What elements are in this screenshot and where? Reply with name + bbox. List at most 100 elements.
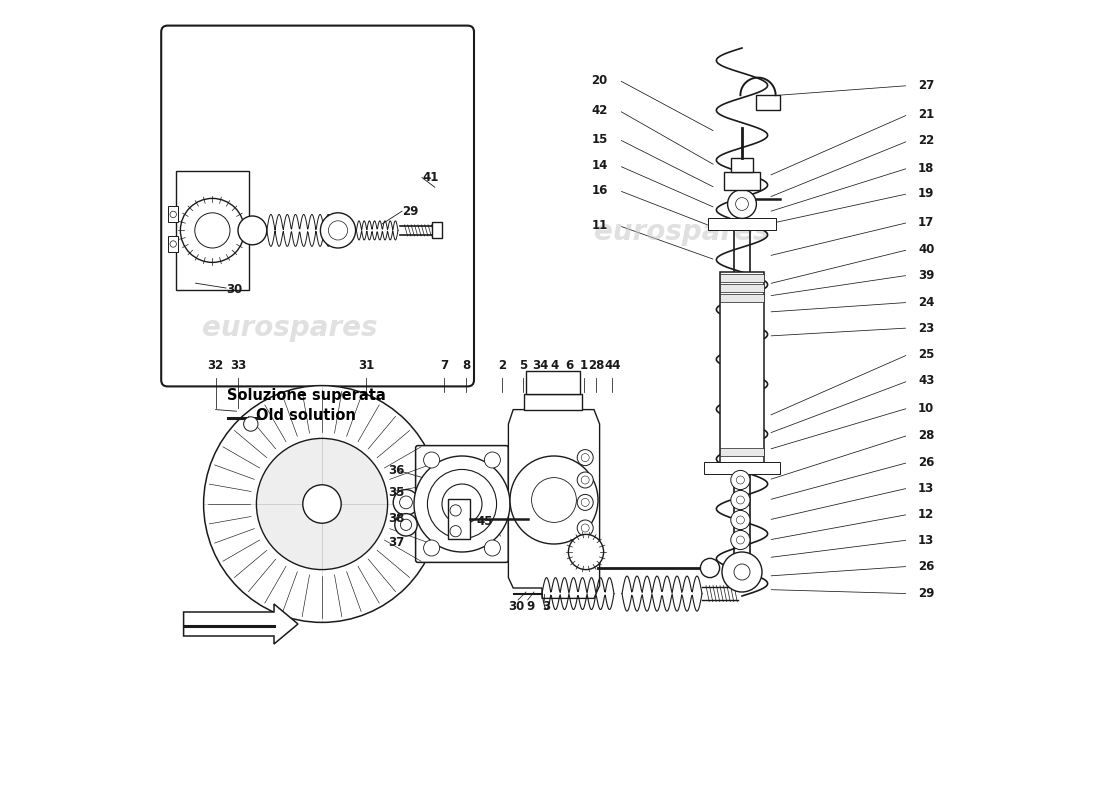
Circle shape [204, 386, 440, 622]
Bar [730, 158, 754, 172]
Text: 32: 32 [208, 359, 223, 372]
Text: 12: 12 [918, 508, 934, 521]
Text: 14: 14 [591, 159, 607, 172]
Circle shape [484, 540, 500, 556]
Circle shape [722, 552, 762, 592]
Text: eurospares: eurospares [202, 314, 377, 342]
Circle shape [238, 216, 267, 245]
Text: 6: 6 [565, 359, 573, 372]
Text: 5: 5 [519, 359, 527, 372]
Text: 10: 10 [918, 402, 934, 414]
Text: 45: 45 [476, 515, 493, 528]
Circle shape [180, 198, 244, 262]
Bar [725, 172, 760, 190]
Bar [757, 95, 780, 110]
Text: 41: 41 [422, 171, 439, 184]
Circle shape [450, 505, 461, 516]
Text: 40: 40 [918, 243, 934, 256]
Circle shape [578, 472, 593, 488]
Circle shape [195, 213, 230, 248]
Bar [704, 462, 780, 474]
Bar [168, 206, 178, 222]
Text: 28: 28 [588, 359, 605, 372]
Bar [168, 236, 178, 252]
Circle shape [569, 534, 604, 570]
Text: 30: 30 [226, 283, 242, 296]
Circle shape [736, 516, 745, 524]
Circle shape [170, 211, 176, 218]
Circle shape [170, 241, 176, 247]
Circle shape [727, 190, 757, 218]
Bar [719, 272, 764, 464]
Circle shape [578, 520, 593, 536]
Circle shape [730, 470, 750, 490]
Text: eurospares: eurospares [594, 218, 770, 246]
Text: 37: 37 [388, 536, 405, 549]
Text: 38: 38 [388, 512, 405, 525]
Text: 26: 26 [918, 456, 934, 469]
Circle shape [442, 484, 482, 524]
Bar [719, 294, 764, 302]
Text: 34: 34 [532, 359, 549, 372]
Circle shape [329, 221, 348, 240]
Text: 2: 2 [498, 359, 506, 372]
Circle shape [400, 519, 411, 530]
Text: 28: 28 [918, 429, 934, 442]
Bar [176, 171, 250, 290]
Text: 21: 21 [918, 108, 934, 121]
Bar [719, 274, 764, 282]
Circle shape [256, 438, 387, 570]
Text: eurospares: eurospares [398, 490, 574, 518]
Bar [526, 371, 581, 394]
Text: 8: 8 [462, 359, 470, 372]
Circle shape [734, 564, 750, 580]
Bar [719, 284, 764, 292]
Text: 26: 26 [918, 560, 934, 573]
Text: 42: 42 [591, 104, 607, 117]
Text: 18: 18 [918, 162, 934, 174]
Circle shape [736, 536, 745, 544]
Text: 39: 39 [918, 269, 934, 282]
Circle shape [581, 498, 590, 506]
Circle shape [581, 524, 590, 532]
Text: 43: 43 [918, 374, 934, 387]
Text: 30: 30 [508, 600, 525, 613]
Text: 33: 33 [230, 359, 246, 372]
Text: 19: 19 [918, 187, 934, 200]
Text: 36: 36 [388, 464, 405, 477]
Text: 29: 29 [402, 205, 418, 218]
Text: 44: 44 [604, 359, 620, 372]
Text: 16: 16 [591, 184, 607, 197]
FancyBboxPatch shape [162, 26, 474, 386]
Circle shape [399, 496, 412, 509]
Text: Soluzione superata
Old solution: Soluzione superata Old solution [227, 388, 385, 422]
Circle shape [424, 452, 440, 468]
Circle shape [484, 452, 500, 468]
Text: 25: 25 [918, 348, 934, 361]
Text: 31: 31 [358, 359, 374, 372]
Circle shape [531, 478, 576, 522]
Text: 4: 4 [551, 359, 559, 372]
Polygon shape [508, 410, 600, 598]
Text: 11: 11 [592, 219, 607, 232]
Circle shape [450, 526, 461, 537]
Circle shape [393, 490, 419, 515]
Bar [448, 499, 470, 539]
Text: 9: 9 [526, 600, 535, 613]
Circle shape [578, 450, 593, 466]
Circle shape [730, 490, 750, 510]
Circle shape [395, 514, 417, 536]
Circle shape [302, 485, 341, 523]
Text: 13: 13 [918, 482, 934, 494]
Circle shape [730, 530, 750, 550]
Circle shape [736, 198, 748, 210]
Circle shape [414, 456, 510, 552]
Bar [719, 448, 764, 456]
Circle shape [736, 496, 745, 504]
Circle shape [510, 456, 598, 544]
Polygon shape [184, 604, 298, 644]
Text: 22: 22 [918, 134, 934, 147]
Text: 3: 3 [542, 600, 550, 613]
Circle shape [736, 476, 745, 484]
Circle shape [243, 417, 258, 431]
